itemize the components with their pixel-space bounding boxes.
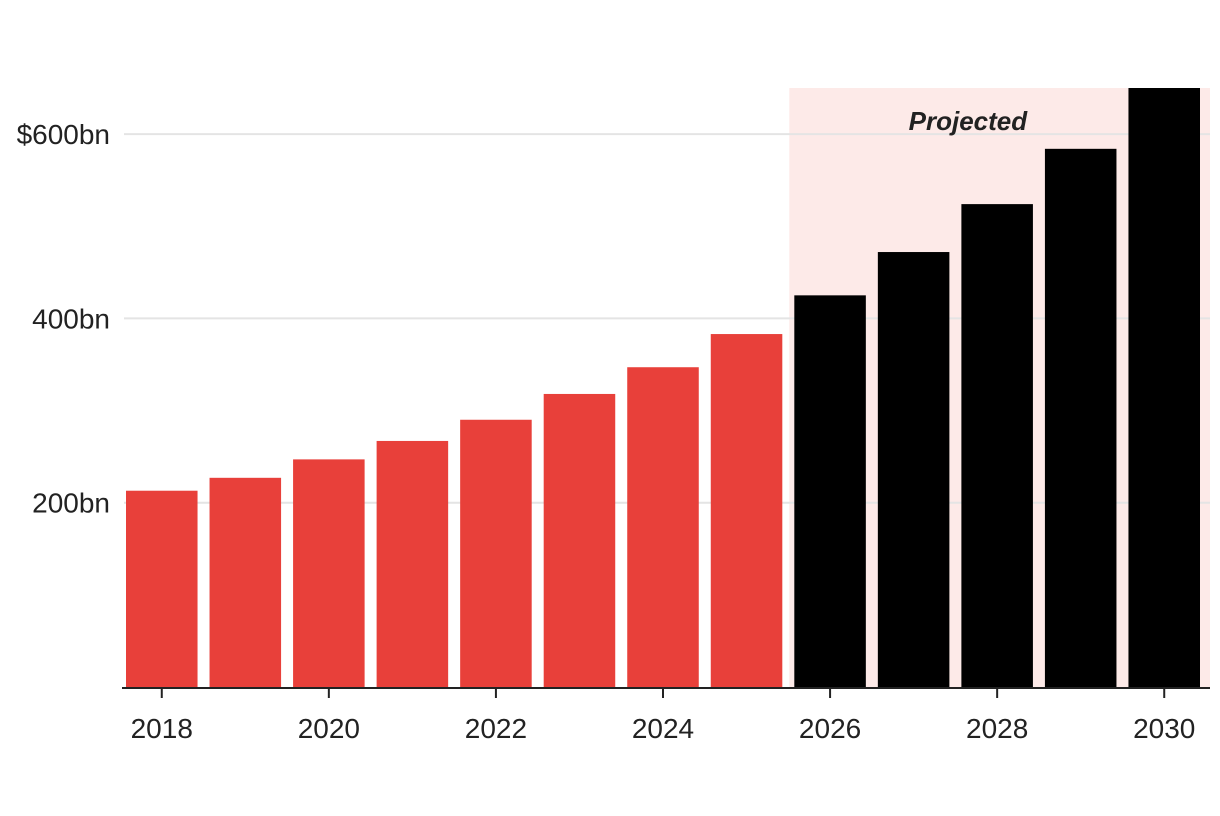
bar-2028 [961, 204, 1033, 688]
bar-2024 [627, 367, 699, 687]
y-tick-label: 200bn [32, 488, 110, 519]
bar-2020 [293, 459, 365, 687]
bar-2026 [794, 295, 866, 687]
bar-2025 [710, 334, 783, 687]
x-tick-label: 2030 [1133, 713, 1195, 744]
x-tick-label: 2028 [966, 713, 1028, 744]
x-tick-label: 2020 [298, 713, 360, 744]
projected-annotation: Projected [909, 106, 1029, 136]
bars [126, 88, 1200, 688]
bar-2023 [543, 393, 616, 687]
y-tick-label: 400bn [32, 303, 110, 334]
bar-2022 [460, 419, 532, 687]
y-axis-labels: 200bn 400bn $600bn [17, 119, 110, 519]
bar-2018 [126, 490, 198, 687]
x-tick-label: 2026 [799, 713, 861, 744]
bar-2027 [877, 252, 950, 687]
bar-2029 [1044, 148, 1117, 687]
bar-2019 [209, 477, 282, 687]
x-tick-label: 2018 [131, 713, 193, 744]
y-tick-label: $600bn [17, 119, 110, 150]
x-axis-ticks: 2018 2020 2022 2024 2026 2028 2030 [131, 688, 1195, 744]
x-tick-label: 2024 [632, 713, 694, 744]
bar-2030 [1128, 88, 1200, 687]
bar-2021 [376, 440, 449, 687]
x-tick-label: 2022 [465, 713, 527, 744]
